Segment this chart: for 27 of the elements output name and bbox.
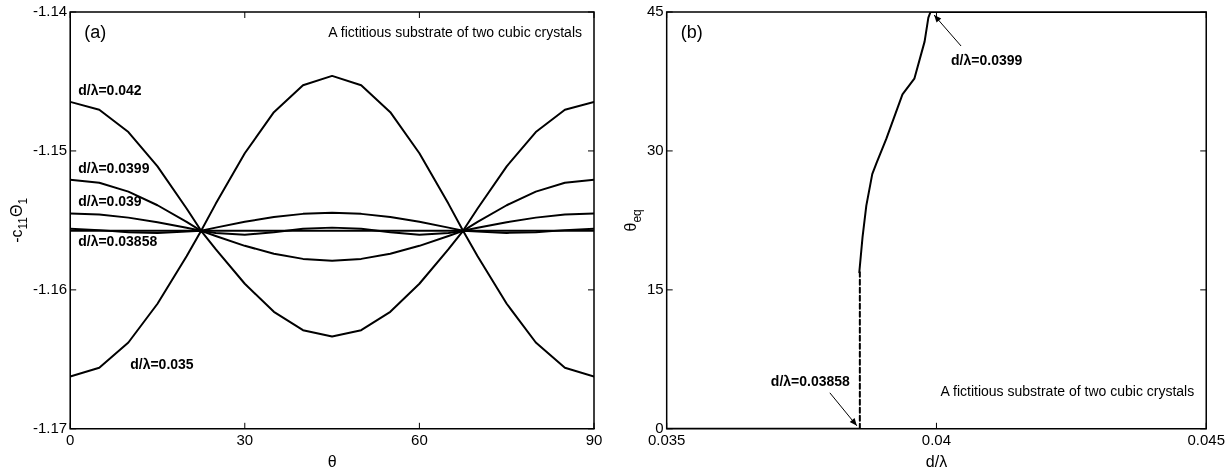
annotation: d/λ=0.0399 [951,51,1023,68]
series-label: d/λ=0.035 [130,356,194,373]
annotation: d/λ=0.03858 [770,372,851,389]
x-tick-label: 90 [585,430,603,448]
annotation: A fictitious substrate of two cubic crystals [940,382,1195,399]
text: (b) [680,21,703,42]
y-axis-title: θeq [622,209,644,232]
x-axis-title: θ [327,452,337,470]
y-tick-label: -1.14 [32,2,68,20]
y-tick-label: -1.17 [32,418,68,436]
x-tick-label: 0.045 [1187,430,1226,448]
series-label: d/λ=0.039 [78,193,142,210]
series-label: d/λ=0.042 [78,81,142,98]
x-tick-label: 60 [411,430,428,448]
y-tick-label: 15 [647,280,664,298]
y-tick-label: 45 [647,2,664,20]
y-tick-label: 30 [647,141,664,159]
x-axis-title: d/λ [925,452,948,470]
series-label: d/λ=0.03858 [78,232,158,249]
annotation: A fictitious substrate of two cubic crystals [328,23,582,40]
y-tick-label: -1.16 [32,280,68,298]
x-tick-label: 0.04 [921,430,952,448]
y-tick-label: -1.15 [32,141,68,159]
legend-label: d/λ=0.0399 [78,159,150,176]
text: (a) [84,21,107,42]
x-tick-label: 30 [236,430,254,448]
y-axis-title: -c11Θ1 [8,197,30,243]
